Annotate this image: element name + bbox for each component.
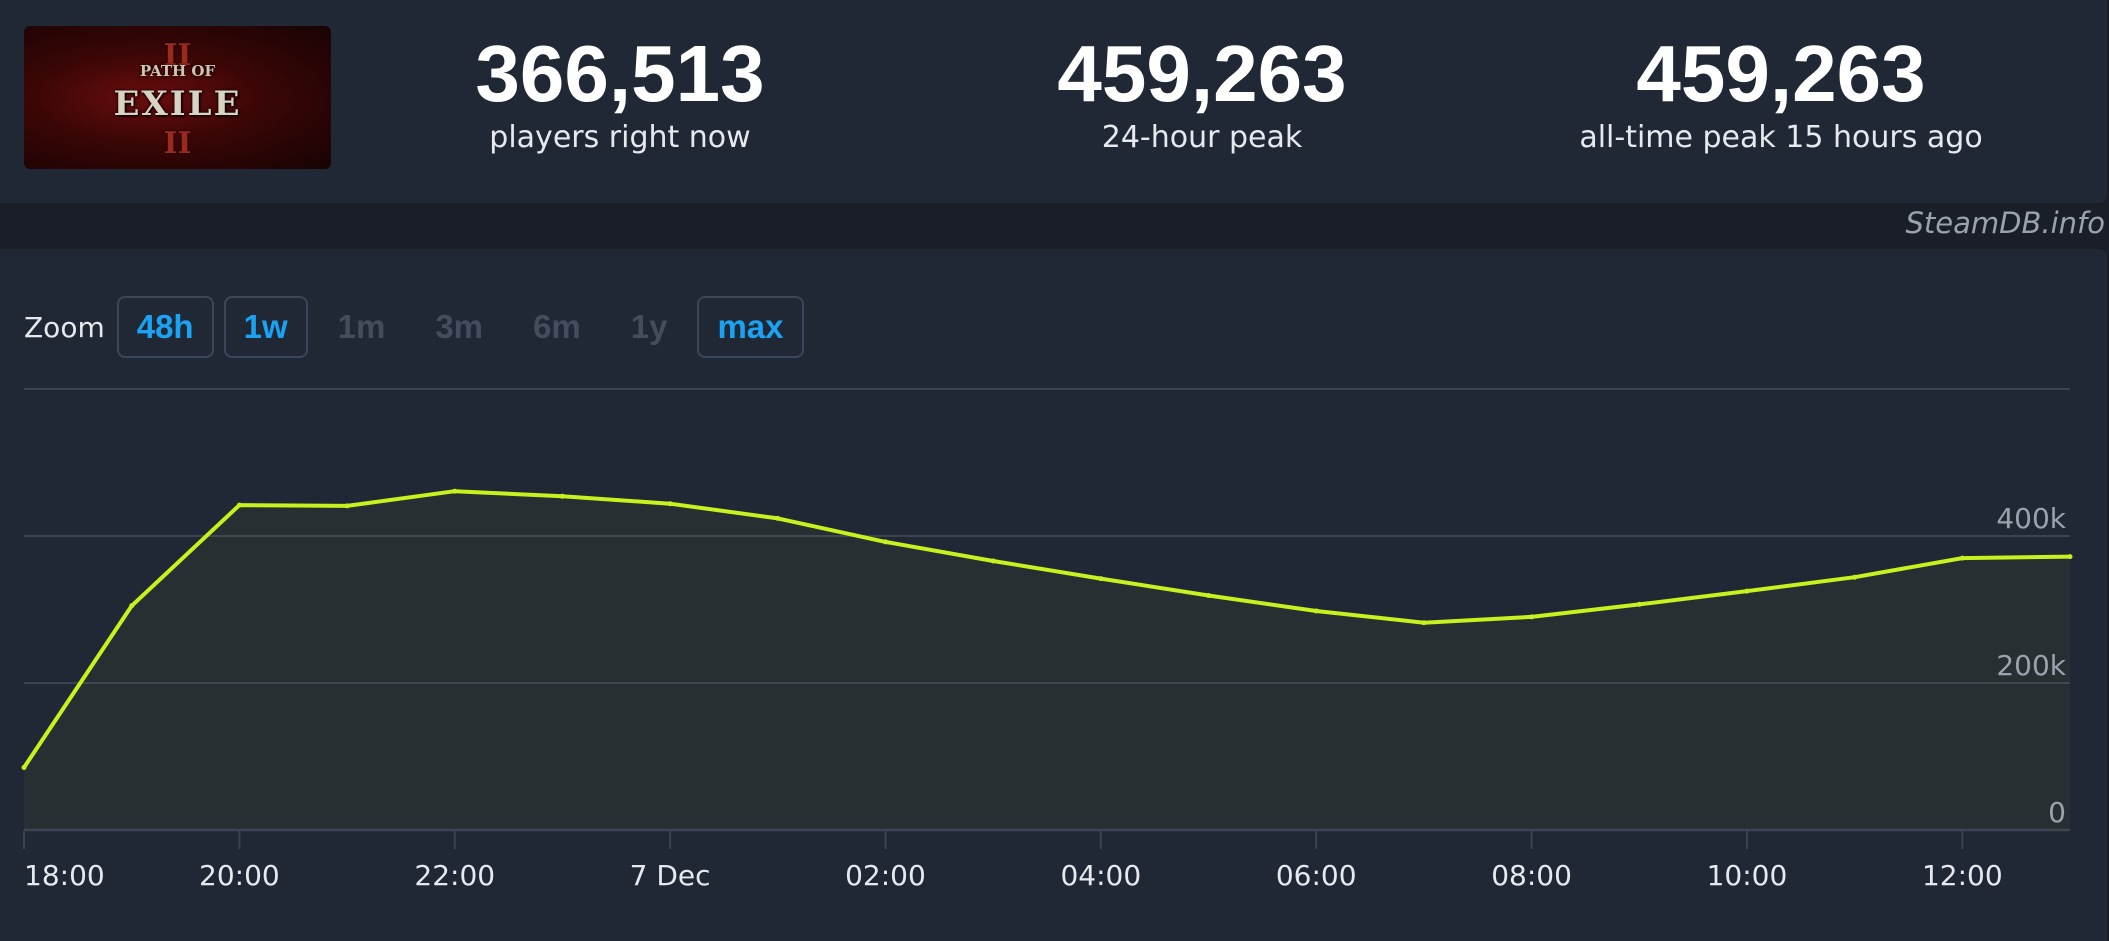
- zoom-3m-button: 3m: [435, 308, 484, 345]
- data-point: [21, 765, 27, 770]
- zoom-bar: Zoom 48h 1w 1m 3m 6m 1y max: [24, 295, 814, 359]
- data-point: [1636, 601, 1642, 607]
- data-point: [667, 501, 673, 507]
- stats-panel: II PATH OF EXILE II 366,513 players righ…: [0, 0, 2107, 203]
- stat-all-time-peak: 459,263 all-time peak 15 hours ago: [1550, 28, 2012, 156]
- zoom-label: Zoom: [24, 310, 105, 344]
- current-players-value: 366,513: [475, 29, 765, 118]
- series-area: [24, 491, 2070, 830]
- zoom-1w-button[interactable]: 1w: [223, 296, 308, 358]
- data-point: [1529, 614, 1535, 620]
- x-tick-label: 18:00: [24, 859, 105, 892]
- x-tick-label: 08:00: [1491, 859, 1572, 892]
- logo-numeral: II: [163, 38, 192, 73]
- x-tick-label: 06:00: [1276, 859, 1357, 892]
- stat-current-players: 366,513 players right now: [420, 28, 820, 156]
- data-point: [344, 503, 350, 509]
- data-point: [1313, 608, 1319, 614]
- data-point: [1959, 555, 1965, 561]
- data-point: [129, 603, 135, 609]
- data-point: [1421, 620, 1427, 626]
- stat-24h-peak: 459,263 24-hour peak: [1000, 28, 1404, 156]
- logo-word: EXILE: [113, 84, 242, 124]
- x-tick-label: 10:00: [1707, 859, 1788, 892]
- steamdb-credit[interactable]: SteamDB.info: [1905, 206, 2105, 240]
- x-tick-label: 02:00: [845, 859, 926, 892]
- data-point: [2067, 554, 2073, 560]
- data-point: [990, 558, 996, 564]
- series-line: [22, 489, 2072, 770]
- logo-numeral-bottom: II: [163, 126, 192, 161]
- logo-word-small: PATH OF: [139, 62, 216, 80]
- x-tick-label: 04:00: [1060, 859, 1141, 892]
- data-point: [559, 493, 565, 499]
- data-point: [1206, 593, 1211, 598]
- zoom-48h-button[interactable]: 48h: [116, 296, 214, 358]
- peak-24h-label: 24-hour peak: [1101, 120, 1303, 155]
- player-count-chart[interactable]: 0 200k 400k 18:00 20:00 22:00 7 Dec 02:00 04:00 0…: [0, 249, 2107, 941]
- all-time-peak-value: 459,263: [1636, 29, 1926, 118]
- chart-panel: Zoom 48h 1w 1m 3m 6m 1y max 0 200k 400k 18:…: [0, 249, 2107, 941]
- y-tick-label: 200k: [1996, 649, 2066, 682]
- x-tick-label: 12:00: [1922, 859, 2003, 892]
- data-point: [1744, 588, 1750, 594]
- zoom-6m-button: 6m: [533, 308, 581, 345]
- data-point: [236, 502, 242, 508]
- zoom-1m-button: 1m: [337, 308, 386, 345]
- x-tick-label: 20:00: [199, 859, 280, 892]
- x-tick-label: 7 Dec: [630, 859, 711, 892]
- data-point: [452, 488, 458, 494]
- x-tick-label: 22:00: [414, 859, 495, 892]
- data-point: [883, 539, 888, 545]
- current-players-label: players right now: [489, 120, 751, 155]
- data-point: [1852, 574, 1858, 580]
- game-logo[interactable]: II PATH OF EXILE II: [24, 26, 331, 169]
- all-time-peak-label: all-time peak 15 hours ago: [1579, 120, 1983, 155]
- y-tick-label: 400k: [1996, 502, 2066, 535]
- y-tick-label: 0: [2048, 796, 2066, 829]
- data-point: [1098, 576, 1104, 582]
- zoom-1y-button: 1y: [630, 308, 668, 345]
- peak-24h-value: 459,263: [1057, 29, 1347, 118]
- zoom-max-button[interactable]: max: [697, 296, 804, 358]
- data-point: [775, 515, 781, 521]
